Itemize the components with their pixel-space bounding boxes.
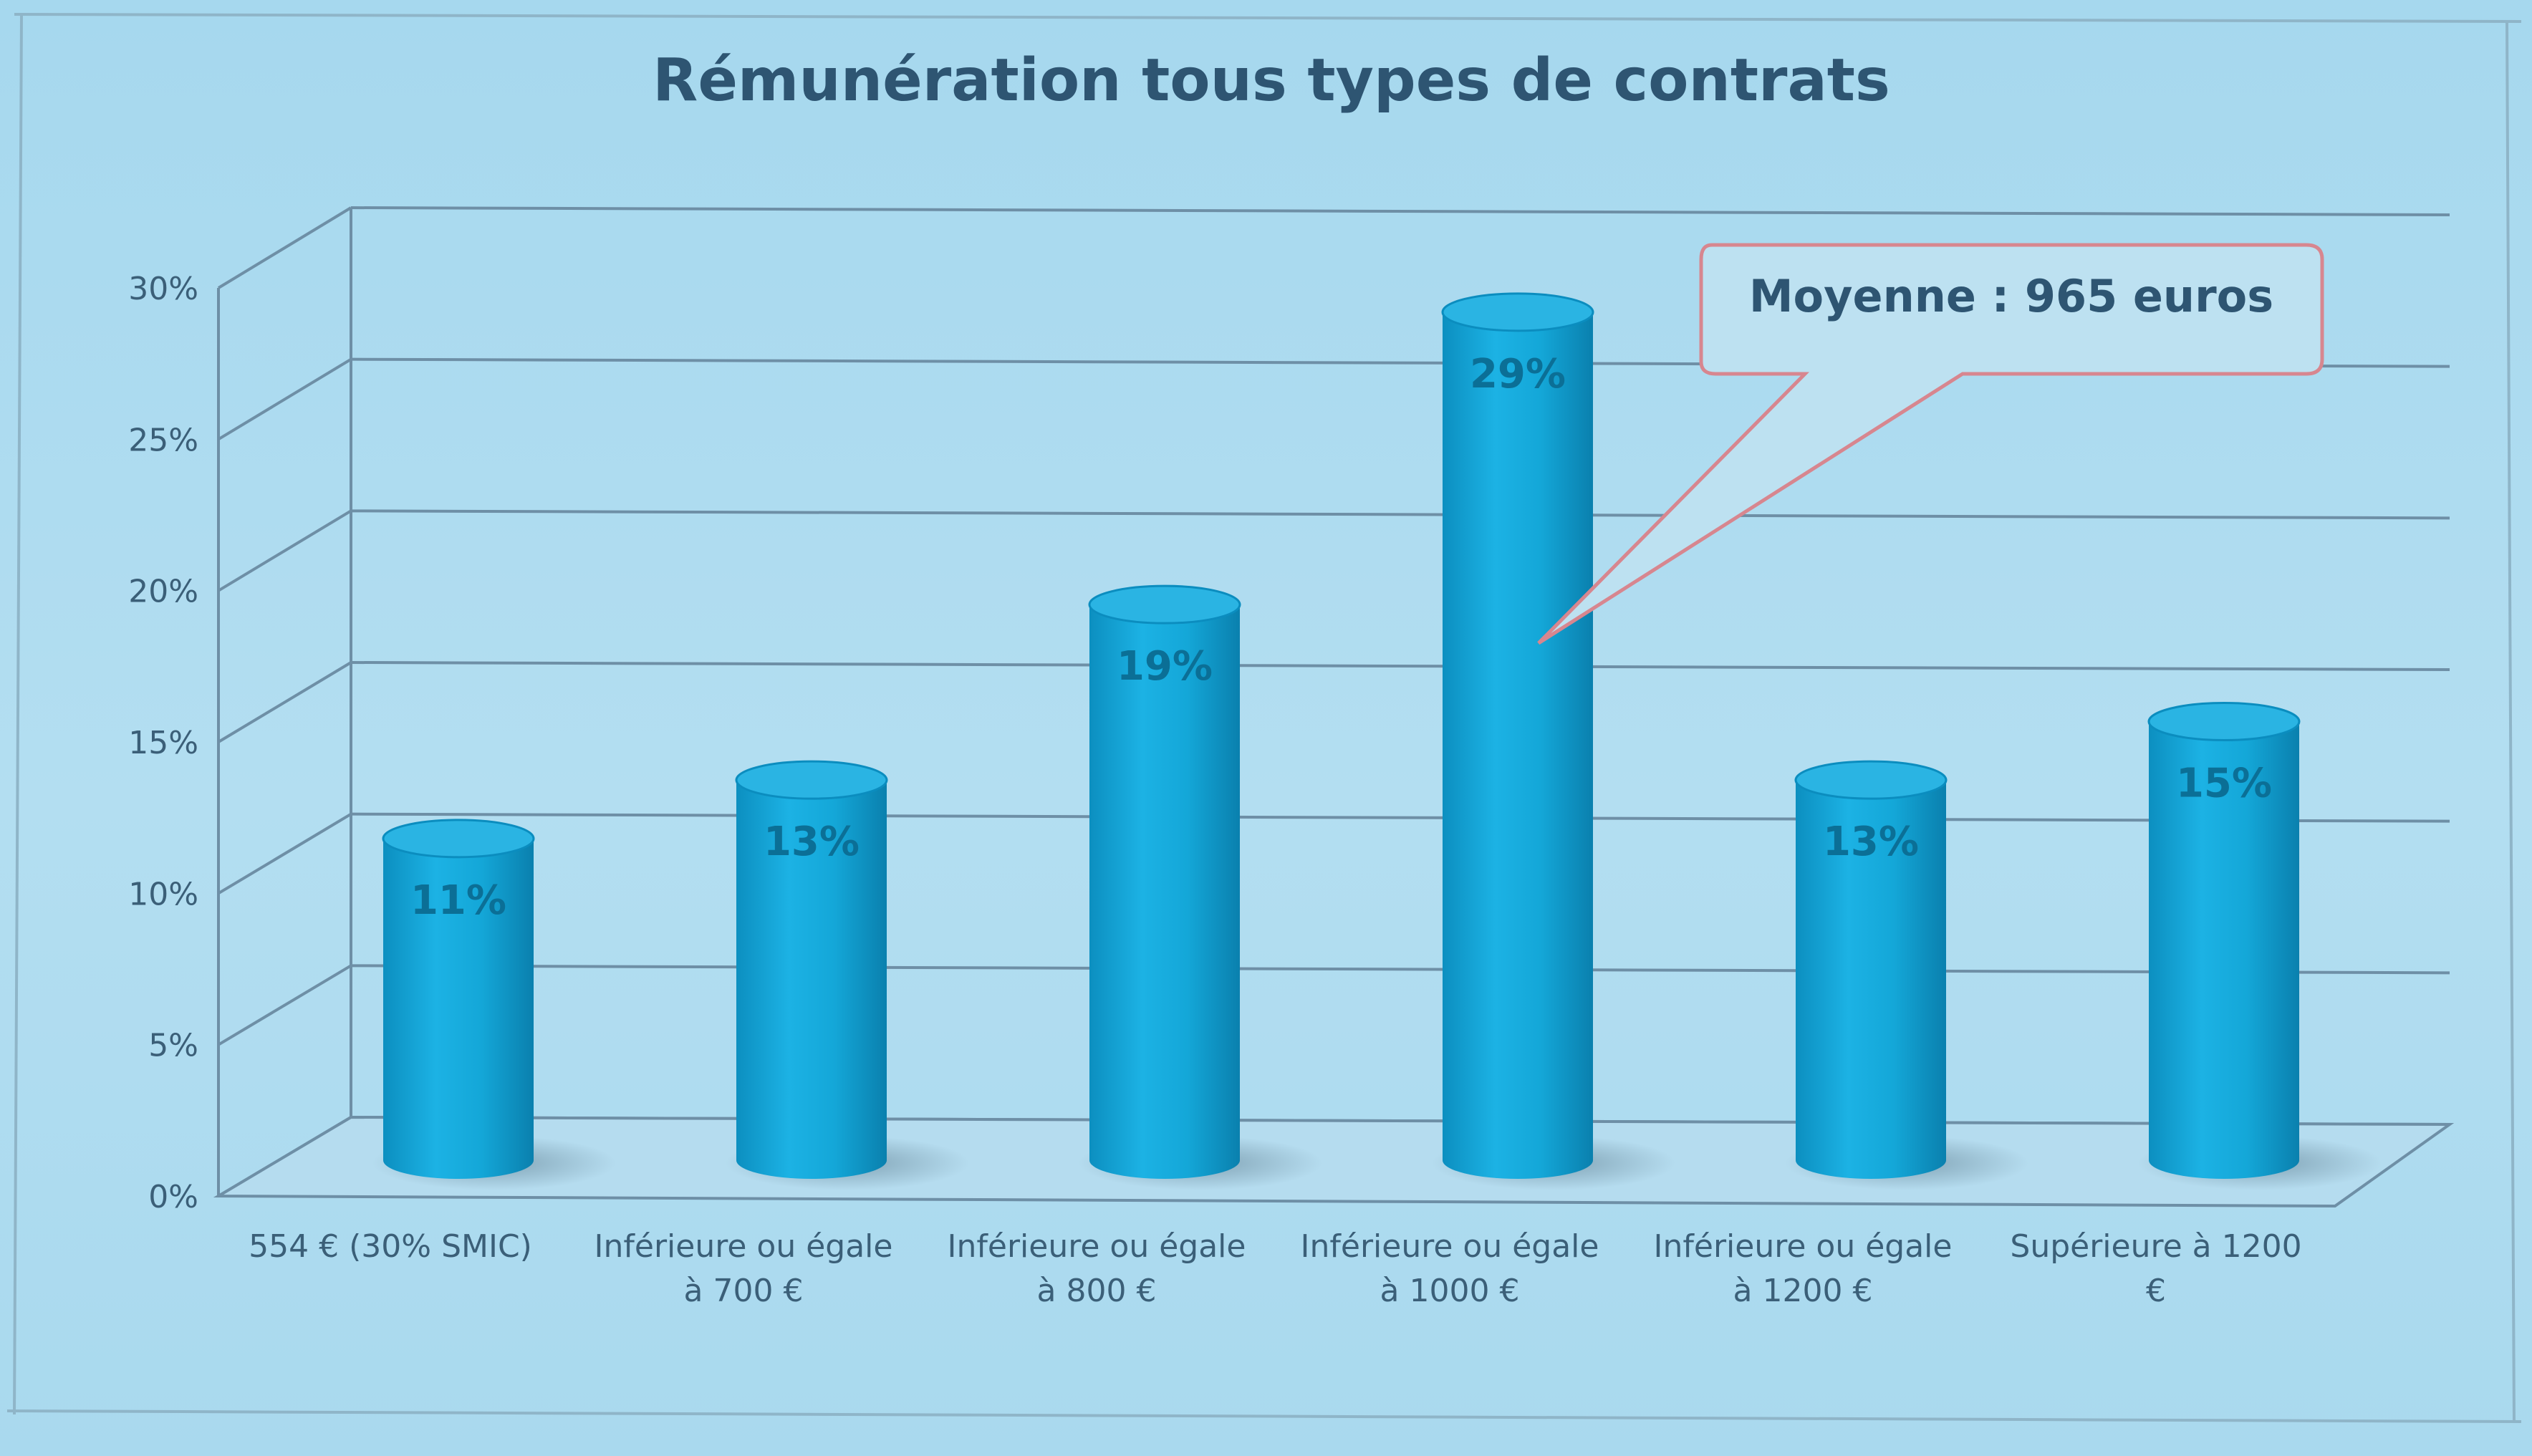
bars — [382, 292, 2301, 1179]
x-tick-label: € — [2146, 1273, 2166, 1309]
y-tick-label: 10% — [128, 876, 198, 912]
slide-frame — [6, 13, 2522, 1423]
y-tick-label: 5% — [148, 1028, 198, 1064]
gridline-side — [217, 812, 352, 895]
x-tick-label: à 1000 € — [1380, 1273, 1520, 1309]
y-tick-label: 0% — [148, 1179, 198, 1215]
data-label: 29% — [1470, 351, 1566, 397]
y-tick-label: 25% — [128, 422, 198, 458]
data-labels: 11% 13% 19% 29% 13% 15% — [410, 351, 2272, 924]
x-tick-label: à 700 € — [684, 1273, 804, 1309]
gridline — [350, 812, 2450, 823]
gridline-side — [217, 357, 352, 441]
bar-body — [1796, 780, 1946, 1179]
callout-text: Moyenne : 965 euros — [1749, 270, 2273, 322]
bar — [1088, 584, 1241, 1179]
y-tick-label: 30% — [128, 271, 198, 307]
chart-title: Rémunération tous types de contrats — [653, 47, 1890, 115]
bar — [1794, 760, 1948, 1179]
bar-body — [2149, 721, 2299, 1179]
y-tick-label: 15% — [128, 725, 198, 761]
gridline-side — [217, 964, 352, 1046]
bar-body — [1089, 604, 1240, 1179]
gridline-side — [217, 206, 352, 289]
x-tick-label: Inférieure ou égale — [1654, 1228, 1953, 1265]
bar-body — [736, 780, 887, 1179]
callout-bubble — [1537, 243, 2324, 645]
gridline-side — [217, 509, 352, 592]
x-tick-label: à 800 € — [1037, 1273, 1157, 1309]
x-tick-label: Inférieure ou égale — [595, 1228, 893, 1265]
gridline — [350, 964, 2450, 975]
gridline — [350, 509, 2450, 520]
bar-top — [1794, 760, 1948, 800]
x-tick-label: à 1200 € — [1733, 1273, 1873, 1309]
data-label: 13% — [764, 819, 860, 865]
bar — [2147, 702, 2301, 1179]
gridline — [350, 206, 2450, 216]
x-tick-label: Supérieure à 1200 — [2010, 1228, 2301, 1265]
data-label: 13% — [1823, 819, 1919, 865]
bar-top — [1088, 584, 1241, 625]
y-tick-label: 20% — [128, 574, 198, 610]
bar-top — [382, 819, 535, 859]
bar — [382, 819, 535, 1179]
x-tick-label: 554 € (30% SMIC) — [249, 1228, 532, 1265]
gridline-side — [217, 661, 352, 743]
y-axis: 0% 5% 10% 15% 20% 25% 30% — [128, 271, 198, 1215]
x-tick-label: Inférieure ou égale — [1301, 1228, 1599, 1265]
bar-top — [1441, 292, 1594, 332]
bar-body — [383, 838, 534, 1179]
bar-top — [2147, 702, 2301, 741]
bar — [1441, 292, 1594, 1179]
data-label: 11% — [410, 877, 506, 924]
x-tick-label: Inférieure ou égale — [948, 1228, 1246, 1265]
bar — [735, 760, 888, 1179]
x-axis: 554 € (30% SMIC) Inférieure ou égale à 700… — [249, 1228, 2301, 1309]
data-label: 19% — [1117, 643, 1213, 690]
callout: Moyenne : 965 euros — [1537, 243, 2324, 645]
data-label: 15% — [2176, 761, 2272, 807]
gridline — [350, 661, 2450, 671]
bar-top — [735, 760, 888, 800]
bar-body — [1443, 312, 1593, 1179]
